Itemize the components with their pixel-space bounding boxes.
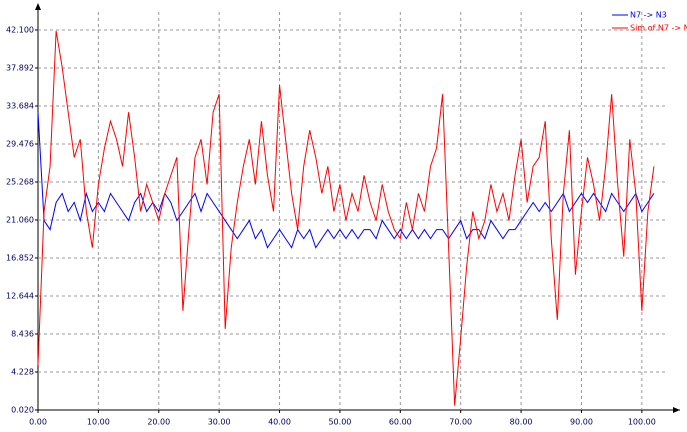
x-tick-label: 30.00 (208, 418, 231, 427)
x-tick-label: 90.00 (570, 418, 593, 427)
x-tick-label: 0.00 (29, 418, 47, 427)
y-tick-label: 33.684 (6, 102, 34, 111)
x-tick-label: 80.00 (510, 418, 533, 427)
y-tick-label: 29.476 (6, 140, 34, 149)
y-tick-label: 42.100 (6, 26, 34, 35)
y-tick-label: 4.228 (11, 368, 34, 377)
x-tick-label: 50.00 (328, 418, 351, 427)
series-line (37, 30, 655, 406)
legend-label: Sim of N7 -> N3 (630, 24, 687, 33)
y-tick-label: 37.892 (6, 64, 34, 73)
legend-label: N7 -> N3 (630, 11, 667, 20)
x-tick-label: 20.00 (147, 418, 170, 427)
y-axis-arrow (35, 3, 41, 10)
y-tick-label: 8.436 (11, 330, 34, 339)
y-tick-label: 12.644 (6, 292, 34, 301)
y-tick-label: 25.268 (6, 178, 34, 187)
x-axis-arrow (673, 407, 680, 413)
x-tick-label: 100.00 (628, 418, 656, 427)
y-tick-label: 21.060 (6, 216, 34, 225)
x-tick-label: 10.00 (87, 418, 110, 427)
y-tick-label: 16.852 (6, 254, 34, 263)
x-tick-label: 60.00 (389, 418, 412, 427)
series-line (37, 112, 655, 249)
y-tick-label: 0.020 (11, 406, 34, 415)
x-tick-label: 70.00 (449, 418, 472, 427)
x-tick-label: 40.00 (268, 418, 291, 427)
